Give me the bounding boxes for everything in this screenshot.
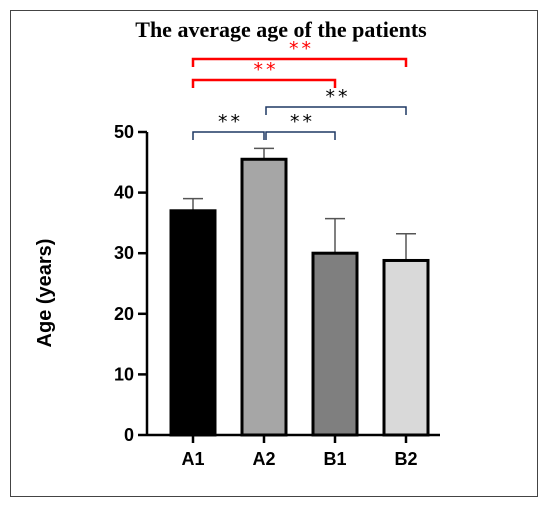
y-tick-label: 0 (124, 425, 134, 445)
significance-bracket (191, 78, 337, 88)
chart-title: The average age of the patients (135, 17, 427, 42)
plot-area: 0 10 20 30 40 50 A1 A2 B1 B2 ** ** ** ** ** (114, 38, 440, 469)
bar-b1 (311, 251, 359, 437)
significance-label: ** (218, 111, 243, 133)
x-tick-label-b2: B2 (394, 449, 417, 469)
y-axis-label: Age (years) (34, 239, 56, 348)
y-tick-label: 10 (114, 364, 134, 384)
significance-label: ** (254, 59, 279, 81)
bar-b2 (382, 258, 430, 437)
x-tick-label-a1: A1 (181, 449, 204, 469)
significance-bracket (265, 131, 336, 140)
y-tick-label: 40 (114, 183, 134, 203)
y-tick-label: 20 (114, 304, 134, 324)
bar-chart: The average age of the patients Age (yea… (34, 17, 440, 469)
x-tick-label-a2: A2 (252, 449, 275, 469)
y-tick-label: 50 (114, 122, 134, 142)
y-tick-label: 30 (114, 243, 134, 263)
x-tick-label-b1: B1 (323, 449, 346, 469)
significance-label: ** (290, 111, 315, 133)
bar-a1 (169, 209, 217, 437)
figure-frame: The average age of the patients Age (yea… (10, 10, 538, 497)
significance-label: ** (289, 38, 314, 60)
significance-bracket (192, 131, 265, 140)
significance-label: ** (326, 86, 351, 108)
bar-a2 (240, 157, 288, 437)
significance-bracket (265, 106, 407, 115)
significance-bracket (191, 57, 408, 67)
